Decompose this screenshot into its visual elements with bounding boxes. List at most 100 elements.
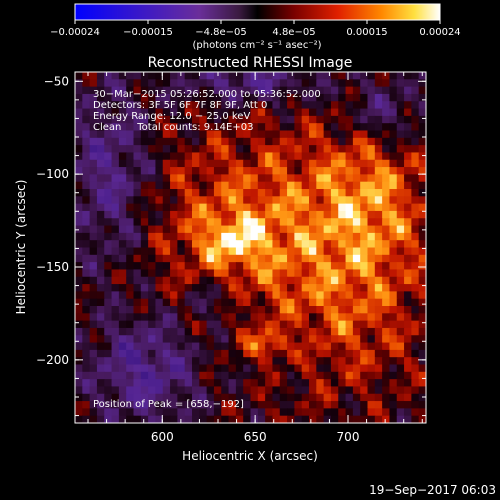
heatmap-cell: [155, 159, 164, 168]
heatmap-cell: [272, 130, 281, 139]
heatmap-cell: [235, 386, 244, 395]
heatmap-cell: [272, 79, 281, 88]
heatmap-cell: [148, 108, 157, 117]
heatmap-cell: [330, 276, 339, 285]
heatmap-cell: [345, 313, 354, 322]
heatmap-cell: [360, 349, 369, 358]
heatmap-cell: [250, 269, 259, 278]
heatmap-cell: [265, 93, 274, 102]
heatmap-cell: [155, 130, 164, 139]
heatmap-cell: [126, 210, 135, 219]
heatmap-cell: [82, 108, 91, 117]
heatmap-cell: [192, 145, 200, 154]
heatmap-cell: [330, 393, 339, 402]
heatmap-cell: [316, 313, 325, 322]
heatmap-cell: [330, 232, 339, 241]
heatmap-cell: [396, 123, 405, 132]
heatmap-cell: [345, 291, 354, 300]
heatmap-cell: [330, 218, 339, 227]
heatmap-cell: [389, 159, 398, 168]
heatmap-cell: [287, 393, 295, 402]
heatmap-cell: [287, 298, 295, 307]
heatmap-cell: [213, 203, 222, 212]
heatmap-cell: [389, 247, 398, 256]
heatmap-cell: [345, 189, 354, 197]
heatmap-cell: [235, 379, 244, 388]
heatmap-cell: [89, 218, 98, 227]
heatmap-cell: [140, 335, 149, 344]
heatmap-cell: [316, 225, 325, 234]
heatmap-cell: [133, 225, 142, 234]
heatmap-cell: [155, 145, 164, 154]
heatmap-cell: [111, 342, 120, 351]
heatmap-cell: [301, 386, 310, 395]
heatmap-cell: [235, 115, 244, 124]
heatmap-cell: [235, 225, 244, 234]
heatmap-cell: [396, 152, 405, 161]
heatmap-cell: [235, 276, 244, 285]
heatmap-cell: [294, 79, 303, 88]
heatmap-cell: [228, 232, 237, 241]
heatmap-cell: [228, 386, 237, 395]
heatmap-cell: [323, 79, 332, 88]
heatmap-cell: [118, 320, 127, 329]
heatmap-cell: [316, 181, 325, 190]
heatmap-cell: [155, 101, 164, 110]
heatmap-cell: [206, 357, 215, 366]
heatmap-cell: [199, 145, 208, 154]
heatmap-cell: [170, 327, 178, 336]
heatmap-cell: [404, 379, 412, 388]
heatmap-cell: [272, 313, 281, 322]
heatmap-cell: [316, 247, 325, 256]
heatmap-cell: [199, 320, 208, 329]
heatmap-cell: [148, 262, 157, 271]
heatmap-cell: [382, 254, 391, 263]
heatmap-cell: [360, 130, 369, 139]
heatmap-cell: [294, 335, 303, 344]
heatmap-cell: [118, 306, 127, 314]
heatmap-cell: [133, 232, 142, 241]
heatmap-cell: [257, 167, 266, 175]
heatmap-cell: [206, 108, 215, 117]
heatmap-cell: [404, 254, 412, 263]
heatmap-cell: [192, 342, 200, 351]
heatmap-cell: [126, 306, 135, 314]
heatmap-cell: [294, 152, 303, 161]
heatmap-cell: [330, 167, 339, 175]
heatmap-cell: [418, 386, 426, 395]
heatmap-cell: [257, 137, 266, 146]
heatmap-cell: [272, 276, 281, 285]
heatmap-cell: [279, 218, 288, 227]
heatmap-cell: [382, 123, 391, 132]
heatmap-cell: [265, 145, 274, 154]
heatmap-cell: [199, 240, 208, 249]
heatmap-cell: [301, 269, 310, 278]
heatmap-cell: [367, 196, 376, 205]
heatmap-cell: [404, 349, 412, 358]
heatmap-cell: [250, 335, 259, 344]
heatmap-cell: [170, 72, 178, 80]
heatmap-cell: [367, 130, 376, 139]
heatmap-cell: [162, 174, 171, 183]
heatmap-cell: [272, 152, 281, 161]
heatmap-cell: [367, 401, 376, 409]
heatmap-cell: [228, 320, 237, 329]
heatmap-cell: [235, 137, 244, 146]
heatmap-cell: [287, 320, 295, 329]
heatmap-cell: [396, 130, 405, 139]
heatmap-cell: [118, 196, 127, 205]
heatmap-cell: [96, 181, 105, 190]
heatmap-cell: [133, 386, 142, 395]
heatmap-cell: [228, 408, 237, 417]
heatmap-cell: [382, 408, 391, 417]
heatmap-cell: [360, 298, 369, 307]
heatmap-cell: [411, 115, 420, 124]
heatmap-cell: [374, 415, 383, 423]
heatmap-cell: [404, 371, 412, 380]
heatmap-cell: [192, 408, 200, 417]
heatmap-cell: [213, 320, 222, 329]
heatmap-cell: [96, 386, 105, 395]
heatmap-cell: [323, 327, 332, 336]
heatmap-cell: [111, 335, 120, 344]
heatmap-cell: [279, 108, 288, 117]
